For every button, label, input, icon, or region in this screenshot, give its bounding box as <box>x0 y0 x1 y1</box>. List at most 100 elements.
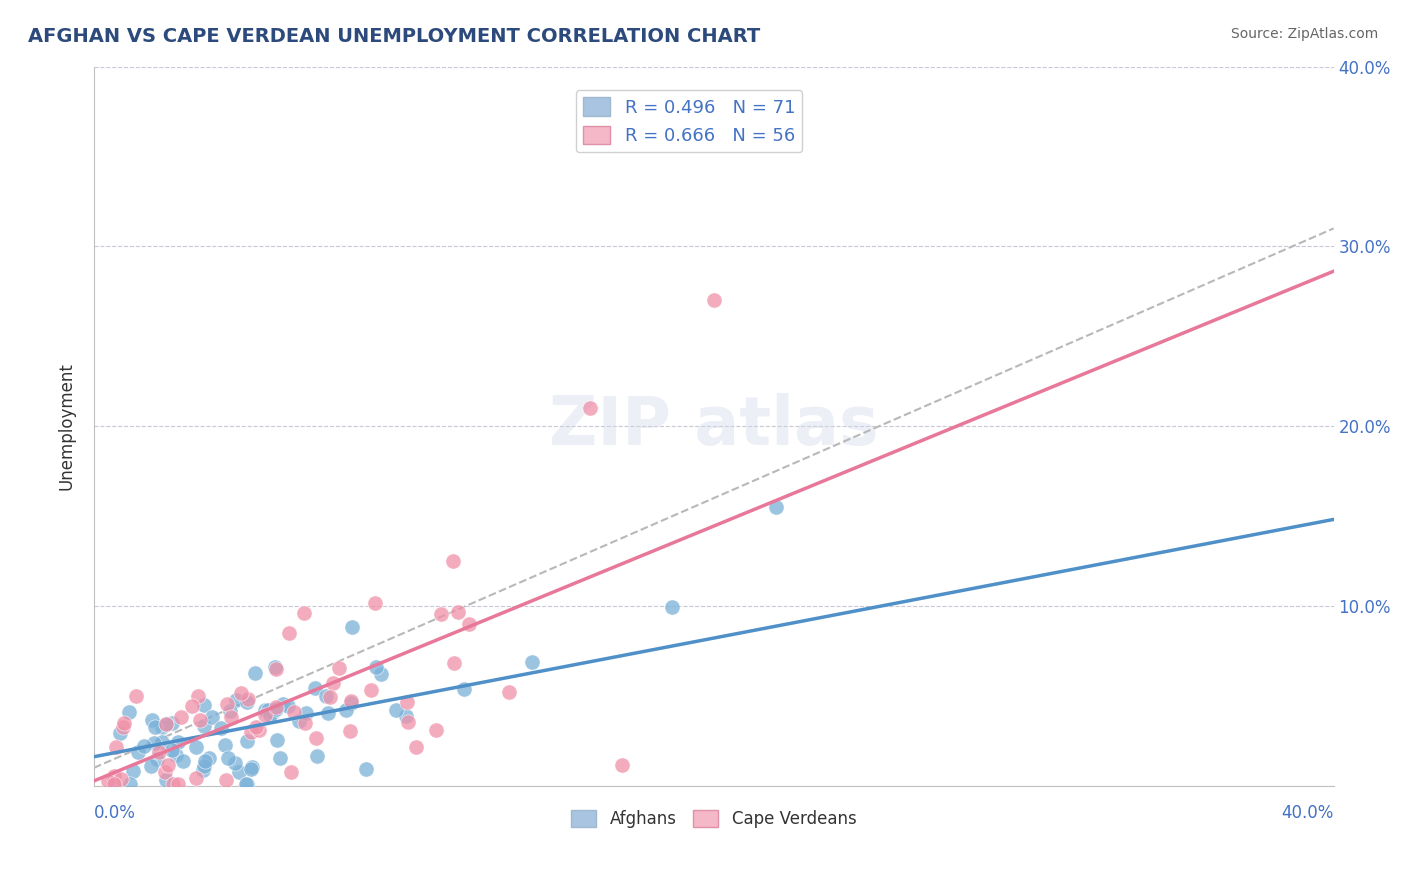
Afghans <box>262 706 284 720</box>
Cape Verdeans <box>187 689 209 703</box>
Afghans <box>167 735 190 749</box>
Cape Verdeans <box>429 607 451 621</box>
Afghans <box>197 751 219 765</box>
Cape Verdeans <box>441 554 464 568</box>
Afghans <box>132 739 155 753</box>
Cape Verdeans <box>125 690 148 704</box>
Afghans <box>395 709 418 723</box>
Cape Verdeans <box>446 606 468 620</box>
Afghans <box>103 777 125 791</box>
Afghans <box>245 666 267 681</box>
Afghans <box>453 682 475 697</box>
Afghans <box>143 736 166 750</box>
Cape Verdeans <box>283 705 305 719</box>
Cape Verdeans <box>266 662 288 676</box>
Cape Verdeans <box>264 700 287 714</box>
Cape Verdeans <box>322 676 344 690</box>
Afghans <box>214 739 236 753</box>
Cape Verdeans <box>170 710 193 724</box>
Afghans <box>165 747 187 762</box>
Text: 0.0%: 0.0% <box>94 805 136 822</box>
Afghans <box>315 689 337 703</box>
Cape Verdeans <box>239 725 262 739</box>
Cape Verdeans <box>112 720 135 734</box>
Afghans <box>259 708 281 723</box>
Cape Verdeans <box>339 723 361 738</box>
Afghans <box>273 698 295 712</box>
Cape Verdeans <box>396 715 419 730</box>
Afghans <box>257 703 280 717</box>
Afghans <box>235 777 257 791</box>
Cape Verdeans <box>294 716 316 731</box>
Cape Verdeans <box>498 685 520 699</box>
Cape Verdeans <box>425 723 447 738</box>
Cape Verdeans <box>280 764 302 779</box>
Afghans <box>304 681 326 695</box>
Cape Verdeans <box>148 745 170 759</box>
Afghans <box>172 754 194 768</box>
Cape Verdeans <box>703 293 725 308</box>
Afghans <box>520 655 543 669</box>
Afghans <box>193 719 215 733</box>
Afghans <box>160 743 183 757</box>
Afghans <box>277 698 299 713</box>
Cape Verdeans <box>221 710 243 724</box>
Afghans <box>108 726 131 740</box>
Afghans <box>193 754 215 768</box>
Y-axis label: Unemployment: Unemployment <box>58 362 75 490</box>
Cape Verdeans <box>214 773 236 788</box>
Afghans <box>225 692 247 706</box>
Afghans <box>224 756 246 770</box>
Afghans <box>356 762 378 776</box>
Afghans <box>201 709 224 723</box>
Afghans <box>316 706 339 720</box>
Cape Verdeans <box>247 723 270 738</box>
Afghans <box>266 733 288 747</box>
Cape Verdeans <box>217 697 239 711</box>
Afghans <box>146 751 169 765</box>
Afghans <box>184 739 207 754</box>
Afghans <box>254 703 277 717</box>
Afghans <box>118 706 141 720</box>
Afghans <box>120 777 142 791</box>
Afghans <box>191 763 214 777</box>
Afghans <box>335 703 357 717</box>
Cape Verdeans <box>188 714 211 728</box>
Afghans <box>122 764 145 778</box>
Afghans <box>370 666 392 681</box>
Afghans <box>288 714 311 728</box>
Afghans <box>141 713 163 727</box>
Cape Verdeans <box>112 715 135 730</box>
Cape Verdeans <box>443 656 465 670</box>
Afghans <box>127 745 149 759</box>
Afghans <box>211 721 233 735</box>
Cape Verdeans <box>457 617 479 632</box>
Cape Verdeans <box>97 773 120 788</box>
Cape Verdeans <box>166 777 188 791</box>
Cape Verdeans <box>153 765 176 780</box>
Afghans <box>385 703 408 717</box>
Afghans <box>193 759 215 773</box>
Cape Verdeans <box>157 757 180 772</box>
Afghans <box>340 696 363 710</box>
Cape Verdeans <box>339 694 361 708</box>
Afghans <box>240 760 263 774</box>
Afghans <box>661 599 683 614</box>
Cape Verdeans <box>184 771 207 785</box>
Cape Verdeans <box>328 661 350 675</box>
Cape Verdeans <box>245 720 267 734</box>
Afghans <box>765 500 787 514</box>
Afghans <box>307 748 329 763</box>
Text: AFGHAN VS CAPE VERDEAN UNEMPLOYMENT CORRELATION CHART: AFGHAN VS CAPE VERDEAN UNEMPLOYMENT CORR… <box>28 27 761 45</box>
Cape Verdeans <box>162 777 184 791</box>
Cape Verdeans <box>277 625 299 640</box>
Afghans <box>217 751 239 765</box>
Afghans <box>141 759 163 773</box>
Text: ZIP atlas: ZIP atlas <box>548 393 879 459</box>
Afghans <box>236 696 259 710</box>
Legend: Afghans, Cape Verdeans: Afghans, Cape Verdeans <box>565 804 863 835</box>
Afghans <box>150 735 173 749</box>
Afghans <box>235 777 257 791</box>
Cape Verdeans <box>405 739 427 754</box>
Afghans <box>193 698 215 712</box>
